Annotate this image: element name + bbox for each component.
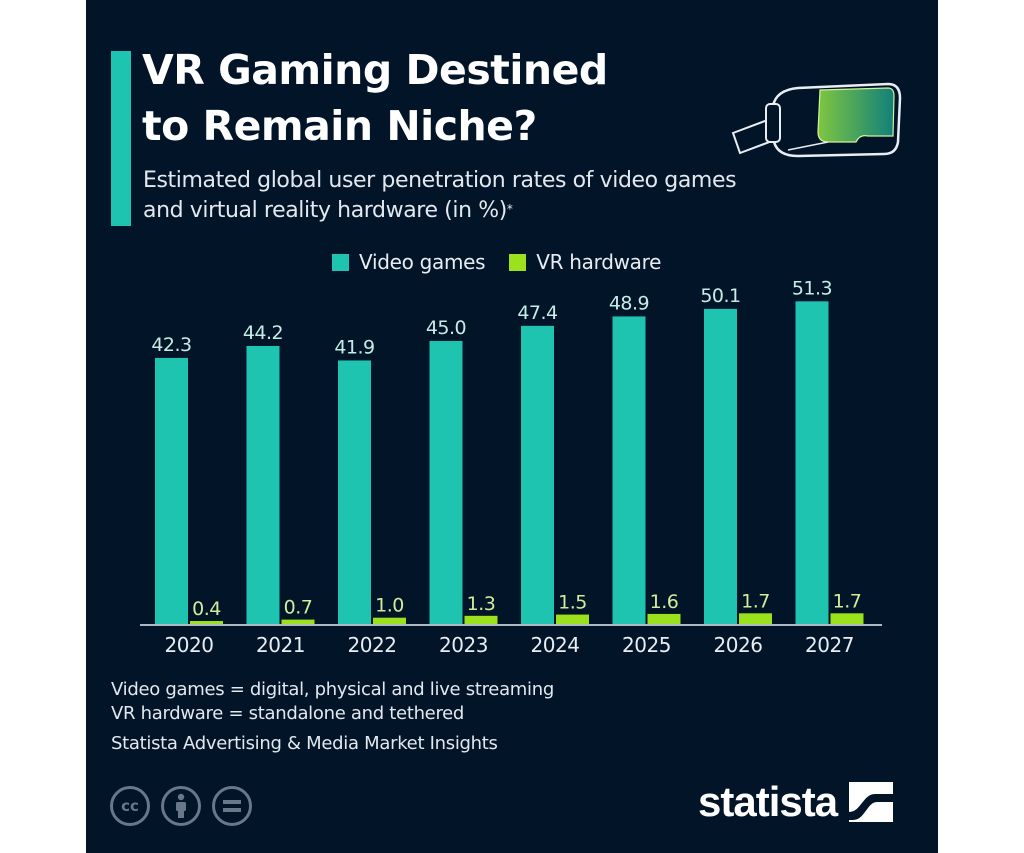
- data-label-vr-hardware-2020: 0.4: [192, 598, 221, 620]
- data-label-video-games-2020: 42.3: [151, 334, 191, 356]
- legend-label-vr-hardware: VR hardware: [536, 250, 662, 274]
- bar-video-games-2021: [246, 345, 280, 624]
- legend-swatch-vr-hardware: [509, 253, 527, 271]
- chart-legend: Video games VR hardware: [332, 250, 685, 274]
- chart-subtitle: Estimated global user penetration rates …: [143, 166, 883, 226]
- data-label-video-games-2021: 44.2: [243, 322, 283, 344]
- bar-video-games-2023: [429, 340, 463, 624]
- subtitle-line-1: Estimated global user penetration rates …: [143, 168, 737, 193]
- title-accent-bar: [111, 51, 131, 226]
- x-tick-label-2022: 2022: [348, 633, 397, 657]
- legend-item-video-games: Video games: [332, 250, 486, 274]
- data-label-video-games-2024: 47.4: [517, 302, 558, 324]
- statista-logo[interactable]: statista: [698, 778, 894, 826]
- x-tick-label-2024: 2024: [531, 633, 580, 657]
- x-tick-label-2020: 2020: [165, 633, 214, 657]
- note-video-games: Video games = digital, physical and live…: [111, 679, 554, 700]
- bar-video-games-2026: [704, 308, 737, 624]
- chart-title: VR Gaming Destined to Remain Niche?: [142, 42, 608, 154]
- subtitle-line-2: and virtual reality hardware (in %)*: [143, 196, 883, 226]
- data-label-vr-hardware-2027: 1.7: [833, 590, 862, 612]
- license-icons: cc: [110, 786, 263, 826]
- subtitle-line-2-text: and virtual reality hardware (in %): [143, 198, 507, 223]
- bar-video-games-2025: [612, 316, 646, 624]
- data-label-video-games-2027: 51.3: [792, 277, 832, 299]
- legend-swatch-video-games: [332, 253, 349, 271]
- note-vr-hardware: VR hardware = standalone and tethered: [111, 703, 465, 724]
- bar-vr-hardware-2022: [373, 617, 406, 624]
- bar-video-games-2024: [521, 325, 554, 624]
- x-tick-label-2026: 2026: [714, 633, 763, 657]
- bar-video-games-2022: [338, 360, 371, 624]
- data-label-vr-hardware-2022: 1.0: [375, 595, 404, 617]
- legend-label-video-games: Video games: [359, 250, 486, 274]
- x-tick-label-2027: 2027: [805, 633, 854, 657]
- legend-item-vr-hardware: VR hardware: [509, 250, 661, 274]
- bar-vr-hardware-2023: [464, 615, 498, 624]
- statista-logo-text: statista: [698, 778, 838, 825]
- equals-icon: [223, 800, 241, 812]
- data-label-video-games-2022: 41.9: [334, 336, 374, 358]
- data-label-video-games-2025: 48.9: [609, 292, 649, 314]
- data-label-vr-hardware-2025: 1.6: [650, 591, 679, 613]
- title-line-2: to Remain Niche?: [142, 102, 537, 150]
- footnote-marker: *: [506, 202, 513, 216]
- source-text: Statista Advertising & Media Market Insi…: [111, 733, 498, 754]
- bar-video-games-2020: [155, 357, 188, 624]
- bar-vr-hardware-2025: [647, 613, 681, 624]
- data-label-vr-hardware-2026: 1.7: [741, 590, 770, 612]
- attribution-icon[interactable]: [161, 786, 201, 826]
- chart-notes: Video games = digital, physical and live…: [111, 678, 554, 756]
- vr-headset-icon: [731, 82, 902, 158]
- data-label-video-games-2026: 50.1: [700, 285, 740, 307]
- bar-vr-hardware-2027: [830, 613, 864, 624]
- x-tick-label-2021: 2021: [256, 633, 305, 657]
- bar-chart: 42.3 0.4 2020 44.2 0.7 2021 41.9 1.0 2022 45.0 1.3…: [140, 277, 882, 657]
- no-derivatives-icon[interactable]: [212, 786, 252, 826]
- cc-icon[interactable]: cc: [110, 786, 150, 826]
- bar-vr-hardware-2026: [739, 613, 772, 624]
- x-tick-label-2025: 2025: [622, 633, 671, 657]
- bar-video-games-2027: [795, 301, 829, 624]
- bar-vr-hardware-2021: [281, 619, 315, 624]
- person-icon: [176, 793, 186, 818]
- data-label-vr-hardware-2024: 1.5: [558, 592, 587, 614]
- bar-vr-hardware-2024: [556, 614, 589, 624]
- statista-logo-mark-icon: [849, 782, 894, 822]
- cc-icon-text: cc: [121, 797, 139, 815]
- title-line-1: VR Gaming Destined: [142, 46, 608, 94]
- x-tick-label-2023: 2023: [439, 633, 488, 657]
- bar-vr-hardware-2020: [190, 621, 223, 624]
- data-label-vr-hardware-2023: 1.3: [467, 593, 496, 615]
- data-label-video-games-2023: 45.0: [426, 317, 466, 339]
- data-label-vr-hardware-2021: 0.7: [284, 597, 313, 619]
